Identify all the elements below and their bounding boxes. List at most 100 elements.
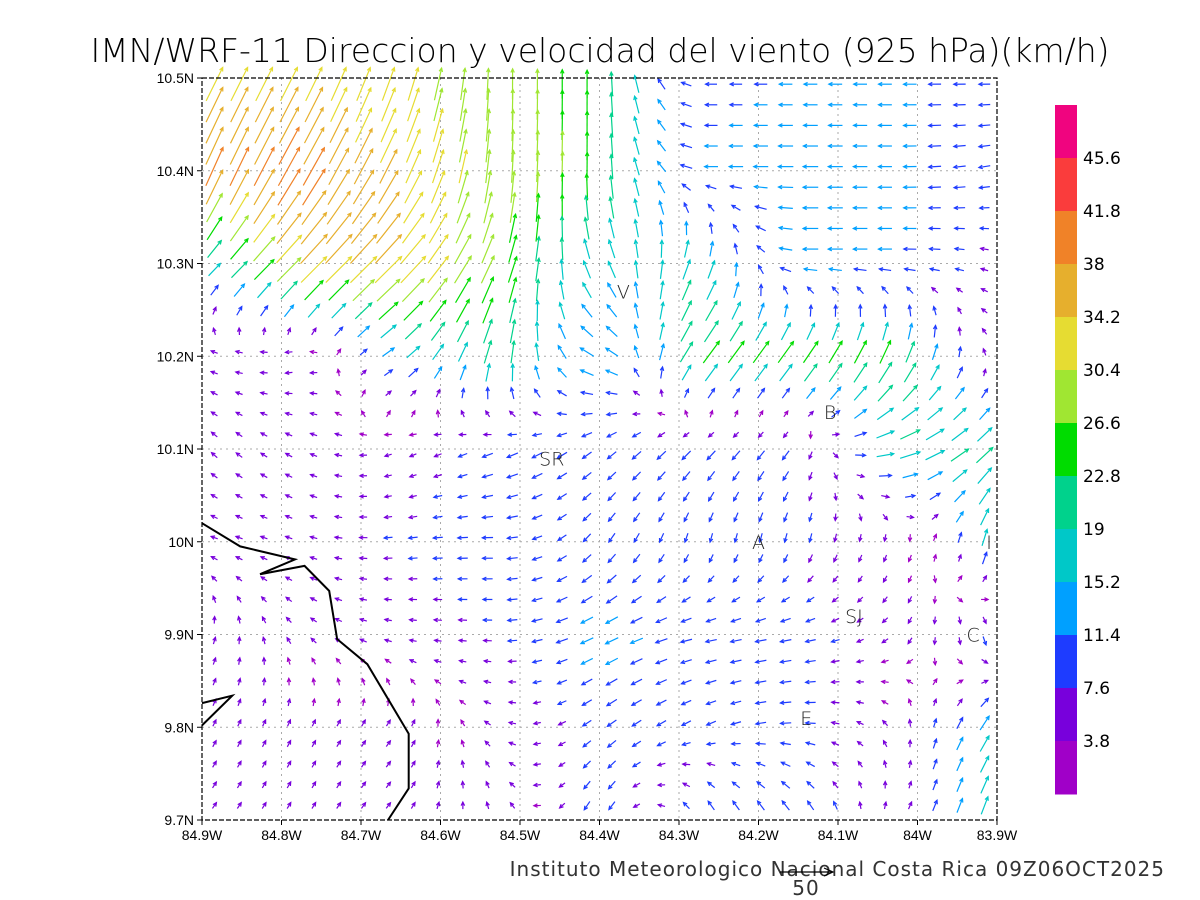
wind-arrow-head [481, 494, 487, 500]
wind-arrow-shaft [779, 227, 793, 230]
wind-arrow-head [706, 598, 712, 603]
wind-arrow-head [757, 264, 763, 270]
wind-arrow-shaft [656, 679, 667, 685]
wind-arrow [485, 760, 491, 768]
wind-arrow-shaft [733, 554, 739, 563]
wind-arrow-shaft [606, 412, 618, 416]
wind-arrow-head [266, 281, 272, 287]
wind-arrow [925, 428, 945, 441]
wind-arrow-head [704, 638, 710, 644]
wind-arrow-head [660, 342, 666, 349]
wind-arrow [855, 452, 867, 458]
wind-arrow-head [858, 537, 863, 543]
wind-arrow-head [535, 88, 540, 94]
wind-arrow-head [631, 742, 637, 748]
wind-arrow [259, 556, 268, 561]
wind-arrow-head [632, 783, 638, 788]
wind-arrow [456, 556, 468, 561]
wind-arrow [383, 494, 392, 499]
wind-arrow-head [779, 720, 785, 726]
wind-arrow [728, 143, 743, 149]
wind-arrow [830, 679, 840, 685]
wind-arrow-head [392, 107, 397, 113]
wind-arrow [405, 148, 422, 184]
wind-arrow-shaft [634, 219, 639, 238]
wind-arrow [435, 698, 441, 706]
wind-arrow [407, 87, 420, 122]
wind-arrow-head [456, 514, 462, 520]
wind-arrow-head [219, 86, 224, 92]
wind-arrow-shaft [557, 534, 567, 541]
wind-arrow [828, 340, 843, 364]
wind-arrow-head [309, 432, 315, 437]
wind-arrow-head [268, 66, 274, 72]
wind-arrow-head [417, 322, 423, 328]
wind-arrow-head [983, 659, 989, 664]
wind-arrow-head [935, 364, 940, 370]
wind-arrow-shaft [511, 109, 514, 142]
wind-arrow [930, 286, 939, 294]
wind-arrow-head [605, 681, 611, 686]
wind-arrow [253, 146, 275, 187]
wind-arrow [777, 225, 793, 231]
wind-arrow-head [759, 409, 764, 415]
wind-arrow-head [457, 473, 463, 479]
wind-arrow-head [764, 340, 770, 346]
wind-arrow-head [483, 700, 489, 705]
wind-arrow [659, 259, 665, 279]
wind-arrow-head [801, 205, 807, 211]
wind-arrow-shaft [580, 637, 594, 645]
wind-arrow-shaft [979, 755, 990, 773]
wind-arrow [880, 700, 889, 705]
wind-arrow [631, 450, 642, 460]
wind-arrow-head [633, 94, 638, 101]
wind-arrow-shaft [950, 448, 969, 462]
wind-arrow-head [485, 760, 490, 766]
wind-arrow-head [826, 184, 833, 190]
wind-arrow [682, 491, 690, 502]
wind-arrow-head [442, 299, 447, 305]
wind-arrow-head [681, 741, 687, 747]
wind-arrow-head [284, 452, 290, 458]
wind-arrow-head [985, 734, 990, 741]
wind-arrow-head [237, 780, 242, 787]
wind-arrow [410, 389, 417, 397]
wind-arrow [486, 87, 491, 121]
wind-arrow-shaft [735, 263, 738, 277]
wind-arrow [731, 781, 741, 789]
wind-arrow [259, 411, 268, 417]
wind-arrow [856, 285, 864, 295]
wind-arrow-head [583, 216, 588, 222]
wind-arrow-shaft [780, 722, 792, 725]
wind-arrow-head [801, 164, 808, 169]
wind-arrow-head [629, 660, 636, 665]
wind-arrow [907, 637, 913, 645]
wind-arrow-head [757, 496, 763, 503]
wind-arrow-head [210, 472, 216, 478]
wind-arrow-shaft [605, 637, 619, 645]
wind-arrow [957, 553, 962, 562]
wind-arrow-head [957, 553, 962, 559]
wind-arrow [927, 471, 944, 481]
wind-arrow-head [779, 741, 785, 746]
wind-arrow-head [581, 578, 587, 584]
wind-arrow-shaft [482, 515, 494, 519]
wind-arrow-head [581, 722, 587, 727]
wind-arrow-head [212, 760, 217, 766]
wind-arrow [460, 387, 466, 399]
wind-arrow [333, 576, 343, 582]
wind-arrow-shaft [459, 88, 467, 121]
wind-arrow [431, 148, 445, 184]
wind-arrow-head [985, 755, 990, 761]
wind-arrow-head [237, 697, 242, 704]
wind-arrow [831, 596, 839, 603]
wind-arrow-head [418, 191, 424, 197]
wind-arrow-head [284, 432, 290, 437]
wind-arrow [311, 718, 316, 727]
wind-arrow-shaft [510, 171, 515, 203]
wind-arrow-head [877, 81, 883, 87]
wind-arrow [379, 148, 398, 184]
wind-arrow [229, 191, 249, 224]
wind-arrow [355, 107, 373, 143]
y-tick-label: 10.4N [157, 163, 194, 179]
